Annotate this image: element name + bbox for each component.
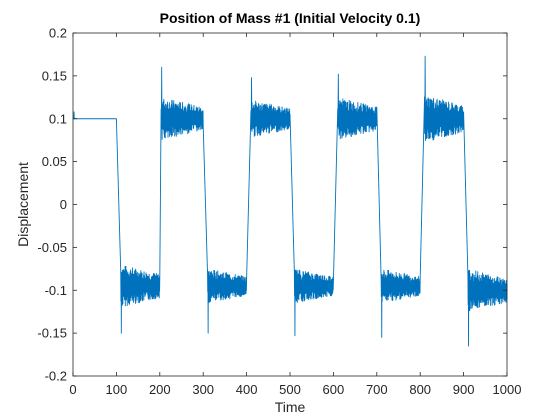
y-tick-label: -0.1 [45, 283, 67, 298]
y-tick-label: -0.05 [37, 240, 67, 255]
y-axis-title: Displacement [15, 162, 31, 247]
x-tick-label: 400 [236, 382, 258, 397]
y-tick-label: 0.15 [42, 68, 67, 83]
x-tick-label: 100 [106, 382, 128, 397]
x-tick-label: 0 [69, 382, 76, 397]
x-axis-ticks: 0 100 200 300 400 500 600 700 800 900 1000 [69, 33, 521, 397]
chart-title: Position of Mass #1 (Initial Velocity 0.… [160, 10, 421, 26]
x-tick-label: 900 [453, 382, 475, 397]
x-tick-label: 500 [279, 382, 301, 397]
x-tick-label: 300 [192, 382, 214, 397]
y-tick-label: 0 [60, 197, 67, 212]
y-tick-label: 0.05 [42, 154, 67, 169]
y-tick-label: -0.15 [37, 326, 67, 341]
x-tick-label: 1000 [493, 382, 522, 397]
y-axis-ticks: -0.2 -0.15 -0.1 -0.05 0 0.05 0.1 0.15 0.2 [37, 26, 507, 384]
y-tick-label: 0.2 [49, 26, 67, 41]
plot-area: 0 100 200 300 400 500 600 700 800 900 1000 -0.2-0.… [37, 26, 521, 398]
series-line-displacement [72, 55, 508, 347]
x-tick-label: 700 [366, 382, 388, 397]
y-tick-label: -0.2 [45, 369, 67, 384]
trace-group [72, 55, 508, 347]
x-tick-label: 800 [409, 382, 431, 397]
y-tick-label: 0.1 [49, 111, 67, 126]
x-tick-label: 600 [323, 382, 345, 397]
x-axis-title: Time [275, 399, 306, 415]
x-tick-label: 200 [149, 382, 171, 397]
axes-background [73, 33, 507, 376]
